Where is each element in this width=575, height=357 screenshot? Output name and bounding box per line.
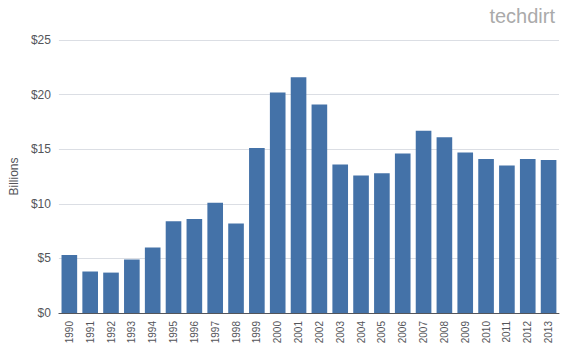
svg-text:2006: 2006 xyxy=(397,321,408,344)
svg-text:1997: 1997 xyxy=(210,321,221,344)
svg-text:1990: 1990 xyxy=(64,321,75,344)
svg-text:1996: 1996 xyxy=(189,321,200,344)
svg-text:2013: 2013 xyxy=(543,321,554,344)
svg-text:$25: $25 xyxy=(31,33,51,47)
svg-text:$10: $10 xyxy=(31,197,51,211)
svg-text:2001: 2001 xyxy=(293,321,304,344)
svg-text:$0: $0 xyxy=(38,306,52,320)
svg-text:1991: 1991 xyxy=(85,321,96,344)
svg-text:1995: 1995 xyxy=(168,321,179,344)
svg-text:1999: 1999 xyxy=(251,321,262,344)
svg-text:2012: 2012 xyxy=(522,321,533,344)
svg-text:1998: 1998 xyxy=(231,321,242,344)
svg-text:2000: 2000 xyxy=(272,321,283,344)
svg-text:$5: $5 xyxy=(38,251,52,265)
svg-text:2002: 2002 xyxy=(314,321,325,344)
svg-text:2011: 2011 xyxy=(501,321,512,343)
svg-text:2010: 2010 xyxy=(481,321,492,344)
svg-text:techdirt: techdirt xyxy=(489,5,555,27)
svg-text:2009: 2009 xyxy=(460,321,471,344)
svg-text:1993: 1993 xyxy=(126,321,137,344)
svg-text:2005: 2005 xyxy=(376,321,387,344)
svg-text:$20: $20 xyxy=(31,88,51,102)
svg-text:2008: 2008 xyxy=(439,321,450,344)
svg-text:2003: 2003 xyxy=(335,321,346,344)
svg-text:2007: 2007 xyxy=(418,321,429,344)
svg-text:1994: 1994 xyxy=(147,321,158,344)
svg-text:1992: 1992 xyxy=(106,321,117,344)
svg-text:$15: $15 xyxy=(31,142,51,156)
svg-text:Billions: Billions xyxy=(7,157,21,195)
svg-text:2004: 2004 xyxy=(356,321,367,344)
